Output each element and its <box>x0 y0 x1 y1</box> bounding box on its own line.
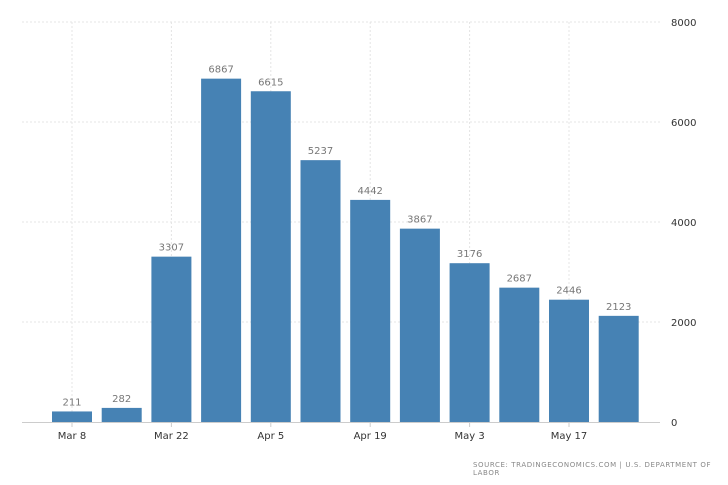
data-label: 5237 <box>308 146 333 157</box>
y-tick-label: 6000 <box>671 118 696 129</box>
x-tick-label: Mar 8 <box>58 431 86 442</box>
bar-mar-15 <box>101 407 142 422</box>
source-note: SOURCE: TRADINGECONOMICS.COM | U.S. DEPA… <box>473 461 712 477</box>
bar-may-24 <box>598 315 639 422</box>
data-label: 4442 <box>357 186 382 197</box>
data-label: 3176 <box>457 249 482 260</box>
data-label: 2687 <box>507 274 532 285</box>
y-tick-label: 4000 <box>671 218 696 229</box>
bar-may-3 <box>449 263 490 422</box>
bar-apr-5 <box>250 91 291 422</box>
x-tick-label: Apr 19 <box>354 431 387 442</box>
y-tick-label: 0 <box>671 418 677 429</box>
bar-mar-8 <box>52 411 92 422</box>
bar-mar-29 <box>201 78 242 423</box>
data-label: 6867 <box>208 65 233 76</box>
data-label: 3307 <box>159 243 184 254</box>
data-label: 2446 <box>556 286 581 297</box>
bar-apr-26 <box>399 228 440 422</box>
x-tick-label: Apr 5 <box>257 431 284 442</box>
data-label: 3867 <box>407 215 432 226</box>
data-label: 282 <box>112 394 131 405</box>
y-tick-label: 2000 <box>671 318 696 329</box>
data-label: 6615 <box>258 77 283 88</box>
x-tick-label: Mar 22 <box>154 431 189 442</box>
data-label: 211 <box>62 397 81 408</box>
bar-mar-22 <box>151 256 192 422</box>
bar-may-10 <box>499 287 540 422</box>
bar-apr-12 <box>300 160 341 422</box>
bar-may-17 <box>549 299 589 422</box>
data-label: 2123 <box>606 302 631 313</box>
x-tick-label: May 3 <box>454 431 484 442</box>
bar-apr-19 <box>350 199 391 422</box>
x-tick-label: May 17 <box>551 431 588 442</box>
y-tick-label: 8000 <box>671 18 696 29</box>
